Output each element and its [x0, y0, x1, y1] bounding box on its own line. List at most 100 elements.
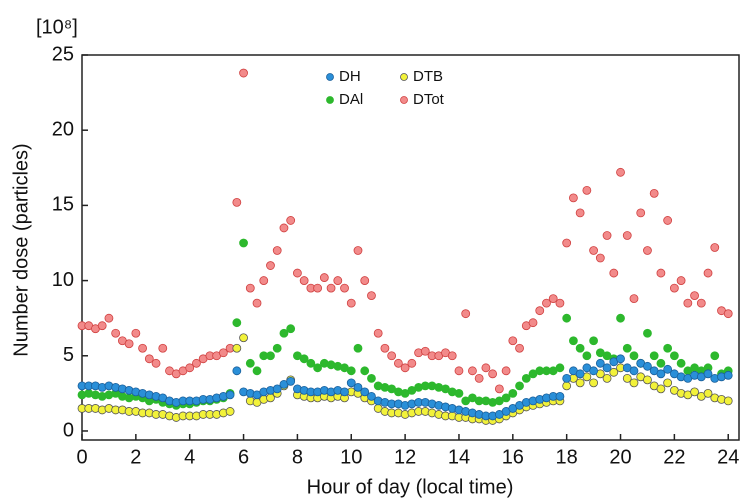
- point: [622, 343, 632, 353]
- x-tick-label: 0: [76, 446, 87, 468]
- point: [400, 363, 410, 373]
- point: [266, 351, 275, 361]
- point: [636, 208, 646, 218]
- point: [643, 375, 652, 385]
- point: [387, 351, 397, 361]
- plot-frame: [81, 54, 740, 441]
- point: [595, 358, 605, 368]
- y-tick-label: 20: [52, 118, 74, 140]
- point: [468, 366, 477, 376]
- point: [528, 318, 538, 328]
- point: [555, 391, 565, 401]
- point: [279, 223, 289, 233]
- point: [313, 283, 323, 293]
- point: [569, 336, 578, 346]
- point: [643, 246, 652, 255]
- point: [616, 313, 625, 323]
- point: [286, 376, 296, 386]
- x-tick-label: 2: [130, 446, 141, 468]
- point: [131, 328, 141, 338]
- point: [616, 354, 625, 364]
- point: [575, 208, 585, 218]
- point: [360, 387, 370, 397]
- point: [353, 382, 363, 392]
- point: [272, 343, 282, 353]
- point: [643, 361, 652, 371]
- y-tick-label: 15: [52, 194, 74, 216]
- point: [447, 351, 457, 361]
- point: [474, 373, 484, 383]
- point: [367, 373, 376, 383]
- point: [97, 321, 107, 331]
- point: [454, 388, 464, 398]
- point: [723, 370, 733, 380]
- x-tick-label: 6: [238, 446, 249, 468]
- point: [259, 276, 269, 285]
- point: [272, 384, 282, 394]
- points: [77, 68, 733, 425]
- point: [272, 246, 282, 255]
- point: [192, 358, 201, 368]
- point: [589, 246, 598, 255]
- legend-marker: [400, 73, 408, 81]
- point: [360, 276, 370, 285]
- point: [420, 346, 430, 356]
- point: [346, 378, 356, 388]
- x-tick-label: 4: [184, 446, 195, 468]
- point: [535, 306, 545, 316]
- x-tick-label: 14: [448, 446, 470, 468]
- point: [232, 197, 242, 207]
- x-tick-label: 20: [609, 446, 631, 468]
- point: [703, 369, 713, 379]
- y-tick-label: 10: [52, 269, 74, 291]
- legend: DH DTB DAl DTot: [326, 68, 445, 108]
- x-tick-label: 24: [717, 446, 739, 468]
- point: [245, 283, 255, 293]
- point: [360, 366, 370, 376]
- point: [515, 381, 524, 391]
- point: [622, 373, 632, 383]
- point: [656, 369, 666, 379]
- x-axis-title: Hour of day (local time): [307, 476, 514, 498]
- point: [286, 216, 296, 225]
- point: [690, 291, 699, 301]
- point: [346, 298, 356, 308]
- y-tick-label: 5: [63, 344, 74, 366]
- point: [299, 354, 309, 364]
- point: [723, 309, 733, 319]
- point: [481, 363, 491, 373]
- point: [515, 343, 524, 353]
- point: [218, 348, 228, 358]
- point: [454, 366, 464, 376]
- point: [461, 309, 471, 319]
- point: [663, 378, 673, 388]
- unit-label: [10⁸]: [36, 16, 78, 38]
- point: [542, 298, 551, 308]
- point: [299, 276, 309, 285]
- point: [589, 378, 598, 388]
- x-tick-label: 12: [394, 446, 416, 468]
- point: [144, 354, 154, 364]
- point: [326, 283, 336, 293]
- point: [501, 366, 511, 376]
- point: [508, 336, 518, 346]
- point: [669, 351, 679, 361]
- point: [340, 387, 349, 397]
- legend-marker: [400, 96, 408, 104]
- point: [124, 339, 134, 349]
- point: [629, 351, 639, 361]
- point: [239, 333, 248, 343]
- point: [629, 366, 639, 376]
- point: [710, 243, 720, 252]
- legend-label: DTB: [413, 68, 443, 85]
- point: [663, 364, 673, 374]
- point: [710, 351, 720, 361]
- point: [252, 298, 262, 308]
- point: [225, 390, 235, 400]
- x-tick-label: 16: [502, 446, 524, 468]
- point: [239, 238, 248, 248]
- point: [373, 328, 383, 338]
- point: [562, 313, 572, 323]
- point: [501, 393, 511, 403]
- point: [286, 324, 296, 334]
